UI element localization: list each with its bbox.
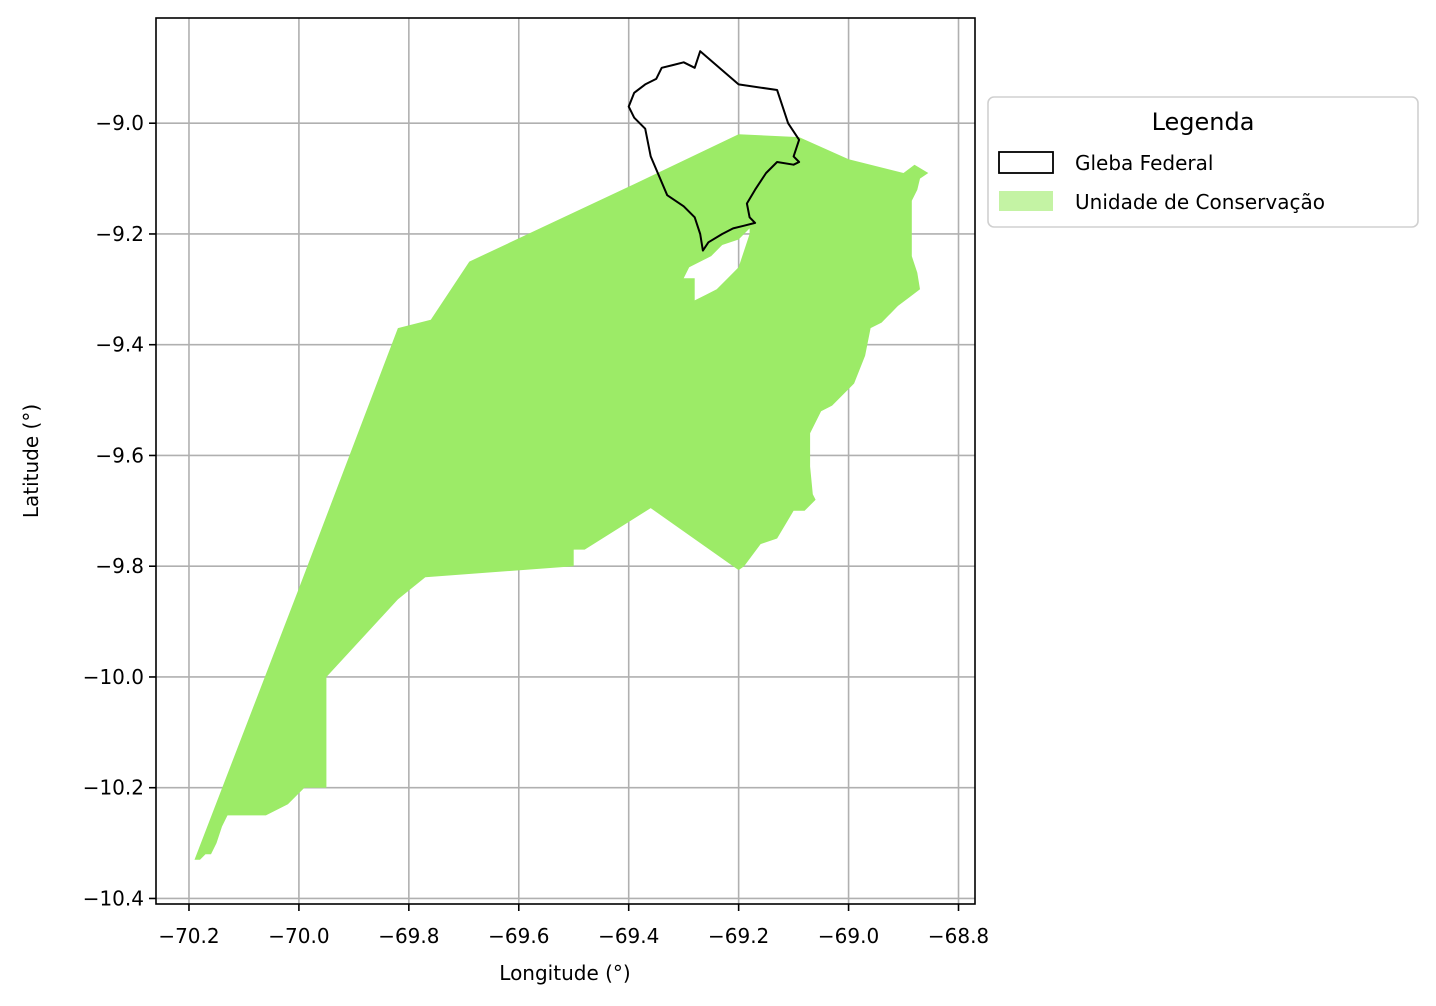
legend-box	[987, 96, 1419, 228]
y-tick-label: −9.6	[95, 443, 144, 467]
legend: Legenda Gleba Federal Unidade de Conserv…	[987, 96, 1419, 228]
legend-label-gleba-federal: Gleba Federal	[1075, 151, 1213, 175]
y-tick-label: −10.4	[83, 886, 144, 910]
x-axis-title: Longitude (°)	[499, 961, 630, 985]
axes-frame	[155, 17, 976, 905]
x-tick-label: −69.0	[818, 924, 879, 948]
x-axis-ticks: −70.2 −70.0 −69.8 −69.6 −69.4 −69.2 −69.0 −68.8	[158, 904, 989, 948]
x-tick-label: −69.2	[708, 924, 769, 948]
legend-title: Legenda	[1152, 108, 1255, 136]
x-tick-label: −69.6	[488, 924, 549, 948]
x-tick-label: −68.8	[928, 924, 989, 948]
y-axis-title: Latitude (°)	[19, 404, 43, 518]
x-tick-label: −69.8	[378, 924, 439, 948]
legend-label-conservation-unit: Unidade de Conservação	[1075, 190, 1325, 214]
x-tick-label: −70.0	[268, 924, 329, 948]
y-axis-ticks: −9.0 −9.2 −9.4 −9.6 −9.8 −10.0 −10.2 −10.4	[83, 111, 156, 910]
y-tick-label: −9.0	[95, 111, 144, 135]
y-tick-label: −9.2	[95, 222, 144, 246]
y-tick-label: −9.8	[95, 554, 144, 578]
x-tick-label: −70.2	[158, 924, 219, 948]
legend-swatch-gleba-federal	[998, 151, 1054, 174]
legend-swatch-conservation-unit	[999, 191, 1053, 211]
gleba-federal-outline	[627, 50, 801, 252]
y-tick-label: −10.0	[83, 665, 144, 689]
x-tick-label: −69.4	[598, 924, 659, 948]
y-tick-label: −10.2	[83, 776, 144, 800]
conservation-unit-polygon	[194, 134, 929, 860]
y-tick-label: −9.4	[95, 333, 144, 357]
